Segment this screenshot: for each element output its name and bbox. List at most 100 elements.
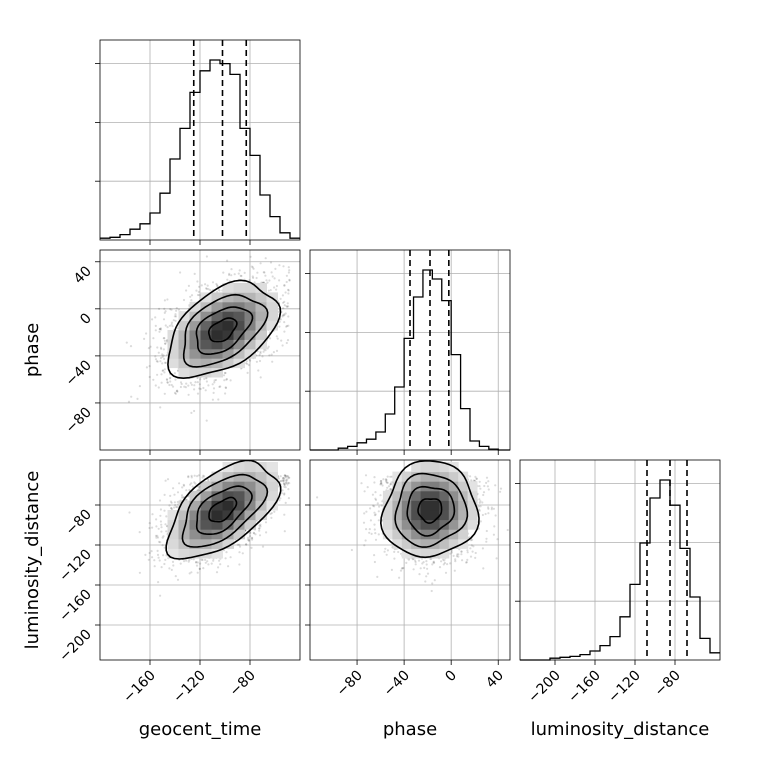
density-cell	[255, 282, 267, 293]
scatter-point	[287, 305, 290, 308]
scatter-point	[223, 371, 226, 375]
scatter-point	[282, 307, 285, 310]
scatter-point	[251, 536, 254, 540]
scatter-point	[216, 290, 219, 293]
scatter-point	[229, 379, 232, 382]
scatter-point	[283, 530, 286, 533]
density-cell	[255, 330, 267, 340]
scatter-point	[173, 501, 176, 504]
scatter-point	[157, 556, 160, 559]
scatter-point	[240, 274, 243, 278]
scatter-point	[219, 385, 222, 388]
scatter-point	[283, 474, 286, 477]
density-cell	[167, 339, 179, 350]
scatter-point	[223, 379, 226, 382]
scatter-point	[269, 261, 273, 264]
scatter-point	[179, 271, 182, 274]
scatter-point	[173, 506, 176, 509]
scatter-point	[236, 543, 239, 546]
scatter-point	[238, 551, 241, 554]
density-cell	[255, 320, 267, 331]
scatter-point	[160, 526, 163, 529]
scatter-point	[259, 525, 262, 528]
scatter-point	[166, 298, 169, 301]
scatter-point	[226, 278, 229, 281]
scatter-point	[283, 476, 286, 479]
scatter-point	[187, 384, 190, 387]
scatter-point	[185, 489, 188, 492]
scatter-point	[287, 476, 290, 479]
scatter-point	[125, 341, 128, 344]
scatter-point	[244, 529, 247, 532]
scatter-point	[283, 483, 286, 486]
density-cell	[222, 320, 234, 331]
scatter-point	[158, 559, 161, 562]
scatter-point	[284, 291, 287, 294]
density-cell	[222, 348, 234, 359]
histogram-luminosity_distance	[520, 479, 720, 661]
scatter-point	[164, 558, 167, 562]
scatter-point	[143, 337, 146, 340]
scatter-point	[174, 575, 177, 578]
scatter-point	[161, 369, 164, 372]
density-cell	[266, 311, 278, 322]
scatter-point	[193, 388, 196, 391]
scatter-point	[154, 384, 157, 387]
scatter-point	[196, 571, 199, 574]
scatter-point	[263, 271, 266, 274]
scatter-point	[155, 518, 158, 521]
scatter-point	[213, 379, 216, 382]
scatter-point	[164, 361, 167, 364]
density-cell	[189, 301, 201, 312]
scatter-point	[287, 292, 290, 295]
scatter-point	[278, 325, 281, 328]
contour-level-3	[182, 293, 269, 368]
scatter-point	[207, 563, 210, 566]
scatter-point	[217, 566, 220, 569]
scatter-point	[279, 475, 282, 478]
scatter-point	[264, 257, 267, 260]
scatter-point	[164, 324, 167, 327]
scatter-point	[219, 563, 222, 566]
scatter-point	[285, 482, 288, 485]
scatter-point	[199, 387, 202, 391]
scatter-point	[156, 536, 160, 539]
density-cell	[178, 320, 190, 331]
scatter-point	[283, 474, 286, 477]
scatter-point	[189, 381, 192, 384]
scatter-point	[277, 310, 280, 313]
scatter-point	[209, 289, 212, 292]
scatter-point	[181, 486, 184, 489]
density-cell	[222, 311, 234, 322]
scatter-point	[158, 307, 161, 310]
scatter-point	[267, 345, 270, 348]
scatter-point	[159, 520, 162, 523]
density-cell	[200, 339, 212, 350]
scatter-point	[156, 549, 159, 553]
scatter-point	[138, 531, 141, 534]
density-cell	[222, 339, 234, 350]
scatter-point	[193, 384, 196, 387]
scatter-point	[148, 375, 151, 379]
scatter-point	[259, 352, 262, 355]
scatter-point	[283, 313, 286, 316]
scatter-point	[164, 310, 167, 313]
scatter-point	[159, 360, 162, 363]
density-cells	[167, 282, 278, 378]
scatter-point	[183, 385, 186, 388]
scatter-point	[224, 557, 227, 560]
density-cell	[233, 282, 245, 293]
scatter-point	[154, 355, 157, 358]
scatter-point	[148, 551, 151, 555]
scatter-point	[286, 324, 289, 328]
density-cell	[255, 292, 267, 303]
scatter-point	[158, 328, 161, 331]
scatter-point	[163, 368, 166, 371]
scatter-point	[154, 329, 157, 332]
scatter-point	[187, 393, 190, 396]
scatter-point	[287, 266, 290, 269]
scatter-point	[288, 269, 291, 272]
scatter-point	[285, 341, 288, 345]
scatter-point	[161, 544, 164, 547]
